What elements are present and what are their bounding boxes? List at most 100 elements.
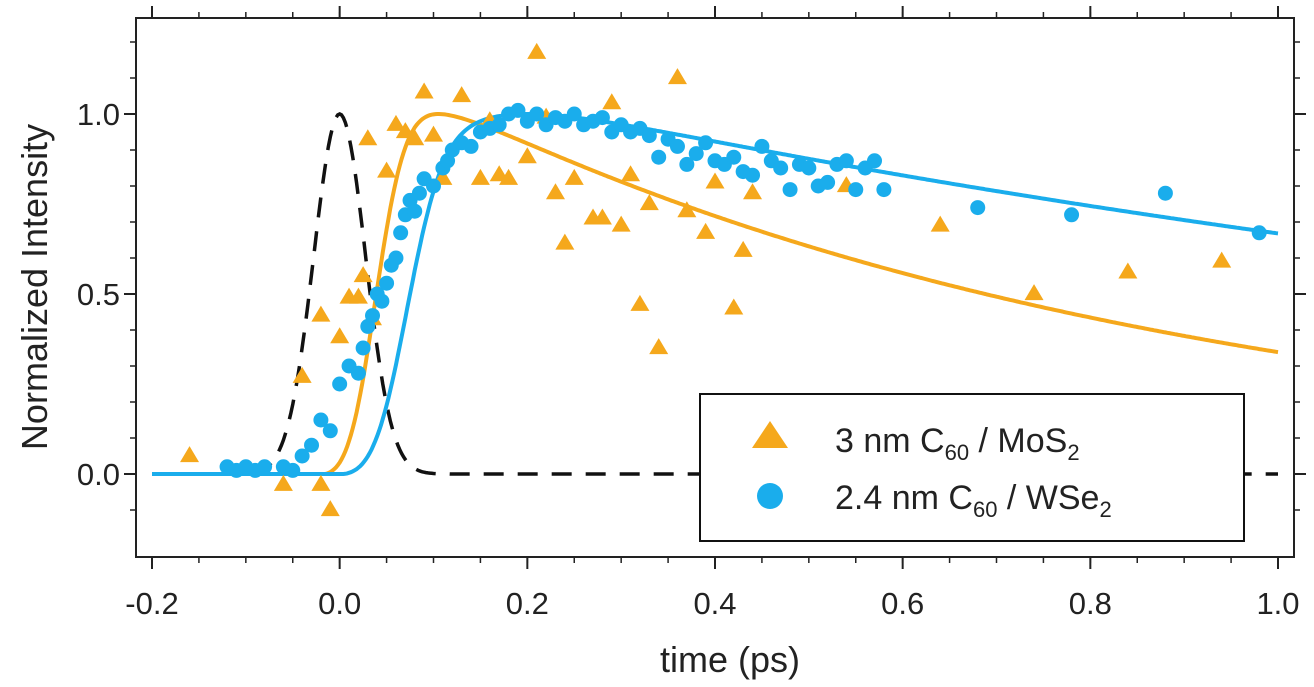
data-point-wse2 xyxy=(679,156,695,172)
data-point-wse2 xyxy=(294,448,310,464)
data-point-mos2 xyxy=(667,68,687,85)
legend-label-wse2: 2.4 nm C60 / WSe2 xyxy=(835,479,1112,522)
data-point-mos2 xyxy=(311,474,331,491)
data-point-mos2 xyxy=(395,122,415,139)
data-point-mos2 xyxy=(564,168,584,185)
data-point-mos2 xyxy=(677,201,697,218)
data-point-mos2 xyxy=(930,215,950,232)
data-point-wse2 xyxy=(867,153,883,169)
data-point-wse2 xyxy=(688,146,704,162)
data-point-mos2 xyxy=(696,222,716,239)
data-point-wse2 xyxy=(304,437,320,453)
data-point-mos2 xyxy=(405,129,425,146)
data-point-wse2 xyxy=(754,138,770,154)
data-point-wse2 xyxy=(566,106,582,122)
data-point-wse2 xyxy=(1157,185,1173,201)
data-point-wse2 xyxy=(463,138,479,154)
data-point-mos2 xyxy=(273,474,293,491)
data-point-wse2 xyxy=(379,275,395,291)
data-point-wse2 xyxy=(313,412,329,428)
data-point-mos2 xyxy=(377,161,397,178)
data-point-mos2 xyxy=(353,266,373,283)
legend-circle-icon xyxy=(757,483,783,509)
data-point-mos2 xyxy=(527,42,547,59)
data-point-wse2 xyxy=(782,182,798,198)
data-point-mos2 xyxy=(649,338,669,355)
data-point-mos2 xyxy=(320,500,340,517)
legend-marker-circle xyxy=(757,483,783,509)
data-point-wse2 xyxy=(970,200,986,216)
data-point-wse2 xyxy=(374,293,390,309)
data-point-wse2 xyxy=(820,174,836,190)
x-tick-label: 0.8 xyxy=(1069,586,1112,621)
data-point-mos2 xyxy=(414,82,434,99)
data-point-mos2 xyxy=(358,129,378,146)
data-point-wse2 xyxy=(407,203,423,219)
data-point-mos2 xyxy=(348,287,368,304)
y-tick-label: 0.5 xyxy=(77,277,120,312)
data-point-wse2 xyxy=(669,138,685,154)
data-point-wse2 xyxy=(285,462,301,478)
data-point-mos2 xyxy=(1118,262,1138,279)
data-point-wse2 xyxy=(322,423,338,439)
data-point-wse2 xyxy=(411,185,427,201)
data-point-wse2 xyxy=(594,110,610,126)
data-point-wse2 xyxy=(388,250,404,266)
data-point-mos2 xyxy=(470,168,490,185)
y-tick-label: 1.0 xyxy=(77,97,120,132)
fit-curve-mos2 xyxy=(152,112,1279,476)
marks-layer xyxy=(152,42,1279,517)
y-tick-label: 0.0 xyxy=(77,457,120,492)
data-point-wse2 xyxy=(1064,207,1080,223)
data-point-wse2 xyxy=(876,182,892,198)
data-point-mos2 xyxy=(743,183,763,200)
data-point-mos2 xyxy=(621,165,641,182)
data-point-mos2 xyxy=(180,446,200,463)
data-point-mos2 xyxy=(386,114,406,131)
data-point-mos2 xyxy=(611,215,631,232)
data-point-wse2 xyxy=(773,160,789,176)
data-point-wse2 xyxy=(651,149,667,165)
y-axis-title: Normalized Intensity xyxy=(14,124,55,450)
data-point-wse2 xyxy=(510,102,526,118)
data-point-wse2 xyxy=(745,167,761,183)
data-point-wse2 xyxy=(426,178,441,194)
data-point-wse2 xyxy=(838,153,854,169)
data-point-wse2 xyxy=(332,376,348,392)
legend-label-mos2: 3 nm C60 / MoS2 xyxy=(835,422,1080,465)
data-point-wse2 xyxy=(641,128,657,144)
legend-box xyxy=(699,393,1245,542)
data-point-mos2 xyxy=(724,298,744,315)
legend: 3 nm C60 / MoS2 2.4 nm C60 / WSe2 xyxy=(699,393,1245,542)
data-point-mos2 xyxy=(311,305,331,322)
data-point-mos2 xyxy=(639,194,659,211)
data-point-mos2 xyxy=(630,294,650,311)
data-point-wse2 xyxy=(491,117,507,133)
data-point-mos2 xyxy=(592,208,612,225)
data-point-wse2 xyxy=(355,340,371,356)
data-point-wse2 xyxy=(698,135,714,151)
data-point-mos2 xyxy=(499,168,519,185)
x-axis-title: time (ps) xyxy=(660,639,800,680)
data-point-mos2 xyxy=(733,240,753,257)
data-point-mos2 xyxy=(292,366,312,383)
x-tick-label: 1.0 xyxy=(1256,586,1299,621)
x-tick-label: 0.0 xyxy=(318,586,361,621)
data-point-mos2 xyxy=(330,327,350,344)
data-point-mos2 xyxy=(705,172,725,189)
data-point-wse2 xyxy=(1251,225,1267,241)
data-point-mos2 xyxy=(424,125,443,142)
x-tick-label: 0.6 xyxy=(881,586,924,621)
data-point-mos2 xyxy=(545,183,565,200)
x-tick-label: 0.4 xyxy=(693,586,736,621)
data-point-mos2 xyxy=(555,233,575,250)
dashed-pulse-curve xyxy=(152,112,1278,476)
data-point-wse2 xyxy=(801,160,817,176)
data-point-wse2 xyxy=(726,149,742,165)
data-point-mos2 xyxy=(1212,251,1232,268)
data-point-mos2 xyxy=(452,86,472,103)
data-point-mos2 xyxy=(602,93,622,110)
data-point-wse2 xyxy=(393,225,409,241)
x-tick-label: 0.2 xyxy=(506,586,549,621)
